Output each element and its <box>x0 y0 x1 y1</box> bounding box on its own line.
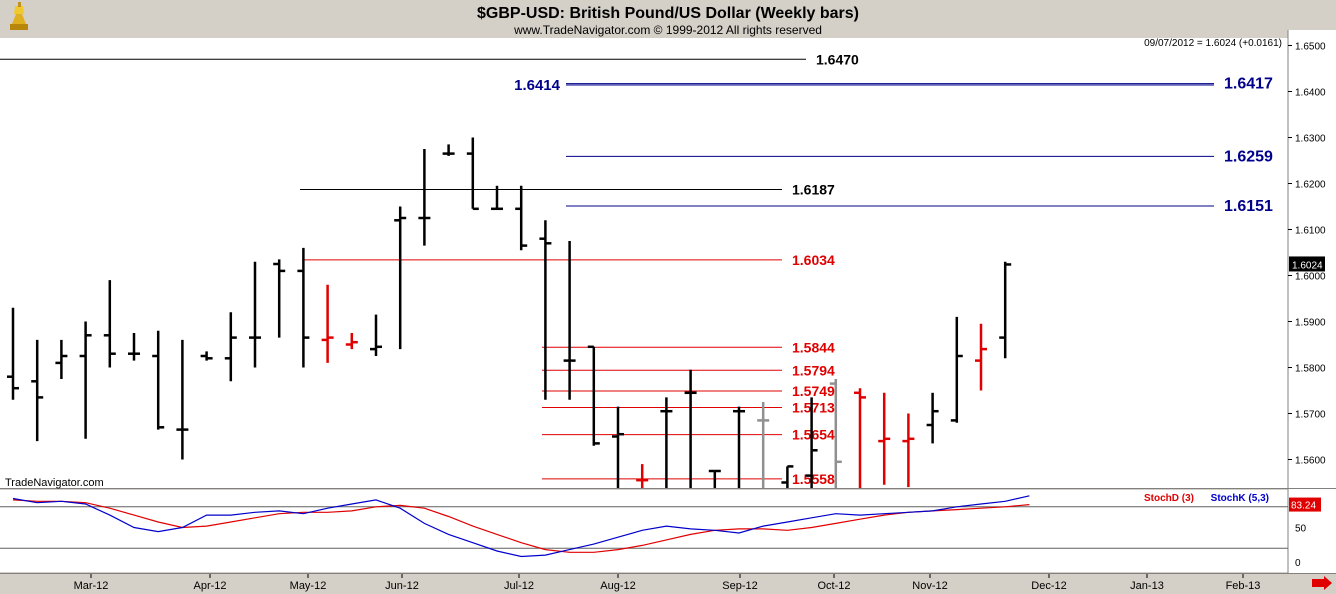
price-tick-label: 1.6100 <box>1295 226 1326 237</box>
red-right-arrow-icon[interactable] <box>1312 576 1332 590</box>
x-tick-label: Apr-12 <box>193 580 226 592</box>
watermark: TradeNavigator.com <box>5 477 104 489</box>
level-label: 1.5794 <box>792 362 835 378</box>
ohlc-bar[interactable] <box>249 261 261 368</box>
stoch-k-line <box>12 495 1030 558</box>
price-tick-label: 1.5900 <box>1295 318 1326 329</box>
price-tick-label: 1.6200 <box>1295 180 1326 191</box>
ohlc-bar[interactable] <box>975 323 987 391</box>
last-price-tag <box>1289 256 1325 272</box>
stochastic-plot-area[interactable] <box>0 490 1288 572</box>
level-label: 1.6470 <box>816 51 859 67</box>
ohlc-bar[interactable] <box>708 469 721 488</box>
ohlc-bar[interactable] <box>79 321 92 439</box>
ohlc-bar[interactable] <box>394 206 407 350</box>
ohlc-bar[interactable] <box>55 339 68 379</box>
ohlc-bar[interactable] <box>902 413 915 488</box>
level-label: 1.5713 <box>792 400 835 416</box>
level-label: 1.5654 <box>792 427 835 443</box>
level-label: 1.5558 <box>792 471 835 487</box>
price-tick-label: 1.5800 <box>1295 364 1326 375</box>
ohlc-bar[interactable] <box>587 345 600 446</box>
ohlc-bar[interactable] <box>684 369 697 488</box>
ohlc-bar[interactable] <box>878 392 891 485</box>
level-label: 1.6259 <box>1224 148 1273 165</box>
ohlc-bar[interactable] <box>321 284 334 363</box>
price-tick-label: 1.6000 <box>1295 272 1326 283</box>
ohlc-bar[interactable] <box>200 351 213 361</box>
chart-title: $GBP-USD: British Pound/US Dollar (Weekl… <box>477 5 859 22</box>
ohlc-bar[interactable] <box>733 406 745 488</box>
last-quote-readout: 09/07/2012 = 1.6024 (+0.0161) <box>1144 38 1282 49</box>
ohlc-bar[interactable] <box>612 406 624 488</box>
price-tick-label: 1.6500 <box>1295 42 1326 53</box>
x-tick-label: Jun-12 <box>385 580 419 592</box>
ohlc-bar[interactable] <box>854 388 866 488</box>
level-label: 1.6187 <box>792 181 835 197</box>
x-tick-label: Sep-12 <box>722 580 757 592</box>
x-tick-label: Feb-13 <box>1226 580 1261 592</box>
ohlc-bar[interactable] <box>345 333 358 350</box>
x-tick-label: Jan-13 <box>1130 580 1164 592</box>
ohlc-bar[interactable] <box>563 241 576 400</box>
ohlc-bar[interactable] <box>491 185 503 211</box>
x-tick-label: Jul-12 <box>504 580 534 592</box>
price-tick-label: 1.6400 <box>1295 88 1326 99</box>
ohlc-bar[interactable] <box>224 312 237 382</box>
last-price-label: 1.6024 <box>1292 260 1323 271</box>
ohlc-bar[interactable] <box>539 220 552 400</box>
level-label: 1.5844 <box>792 339 835 355</box>
ohlc-bar[interactable] <box>152 330 165 430</box>
price-axis-panel <box>1288 30 1336 574</box>
price-plot-area[interactable] <box>0 38 1288 488</box>
gold-trophy-icon[interactable] <box>10 2 28 30</box>
x-tick-label: Nov-12 <box>912 580 947 592</box>
ohlc-bar[interactable] <box>926 392 939 444</box>
level-label: 1.6414 <box>514 77 561 94</box>
ohlc-bar[interactable] <box>636 464 649 488</box>
price-tick-label: 1.5700 <box>1295 410 1326 421</box>
x-tick-label: Mar-12 <box>74 580 109 592</box>
level-label: 1.6417 <box>1224 76 1273 93</box>
stoch-tick-label: 50 <box>1295 524 1307 535</box>
stoch-tick-label: 0 <box>1295 558 1301 569</box>
ohlc-bar[interactable] <box>103 280 116 368</box>
ohlc-bar[interactable] <box>805 397 818 488</box>
ohlc-bar[interactable] <box>176 339 189 460</box>
legend-stoch-d: StochD (3) <box>1144 493 1194 504</box>
legend-stoch-k: StochK (5,3) <box>1211 493 1269 504</box>
ohlc-bar[interactable] <box>370 314 382 356</box>
ohlc-bar[interactable] <box>999 261 1012 359</box>
ohlc-bar[interactable] <box>442 144 455 156</box>
ohlc-bar[interactable] <box>297 247 310 368</box>
ohlc-bar[interactable] <box>757 402 770 488</box>
ohlc-bar[interactable] <box>950 316 963 423</box>
ohlc-bar[interactable] <box>31 339 44 442</box>
price-tick-label: 1.6300 <box>1295 134 1326 145</box>
ohlc-bar[interactable] <box>7 307 19 400</box>
ohlc-bar[interactable] <box>829 379 842 488</box>
x-tick-label: Aug-12 <box>600 580 635 592</box>
ohlc-bar[interactable] <box>515 185 528 251</box>
ohlc-bar[interactable] <box>660 397 673 488</box>
ohlc-bar[interactable] <box>273 259 286 338</box>
x-tick-label: Dec-12 <box>1031 580 1066 592</box>
level-label: 1.6034 <box>792 252 835 268</box>
level-label: 1.6151 <box>1224 198 1273 215</box>
stoch-last-label: 83.24 <box>1291 501 1316 512</box>
ohlc-bar[interactable] <box>418 149 431 246</box>
x-tick-label: Oct-12 <box>817 580 850 592</box>
copyright-subtitle: www.TradeNavigator.com © 1999-2012 All r… <box>513 23 822 37</box>
stoch-last-tag <box>1289 497 1321 512</box>
level-label: 1.5749 <box>792 383 835 399</box>
ohlc-bar[interactable] <box>128 333 140 361</box>
ohlc-bar[interactable] <box>466 137 479 211</box>
ohlc-bar[interactable] <box>781 465 794 488</box>
price-tick-label: 1.5600 <box>1295 456 1326 467</box>
x-tick-label: May-12 <box>290 580 327 592</box>
